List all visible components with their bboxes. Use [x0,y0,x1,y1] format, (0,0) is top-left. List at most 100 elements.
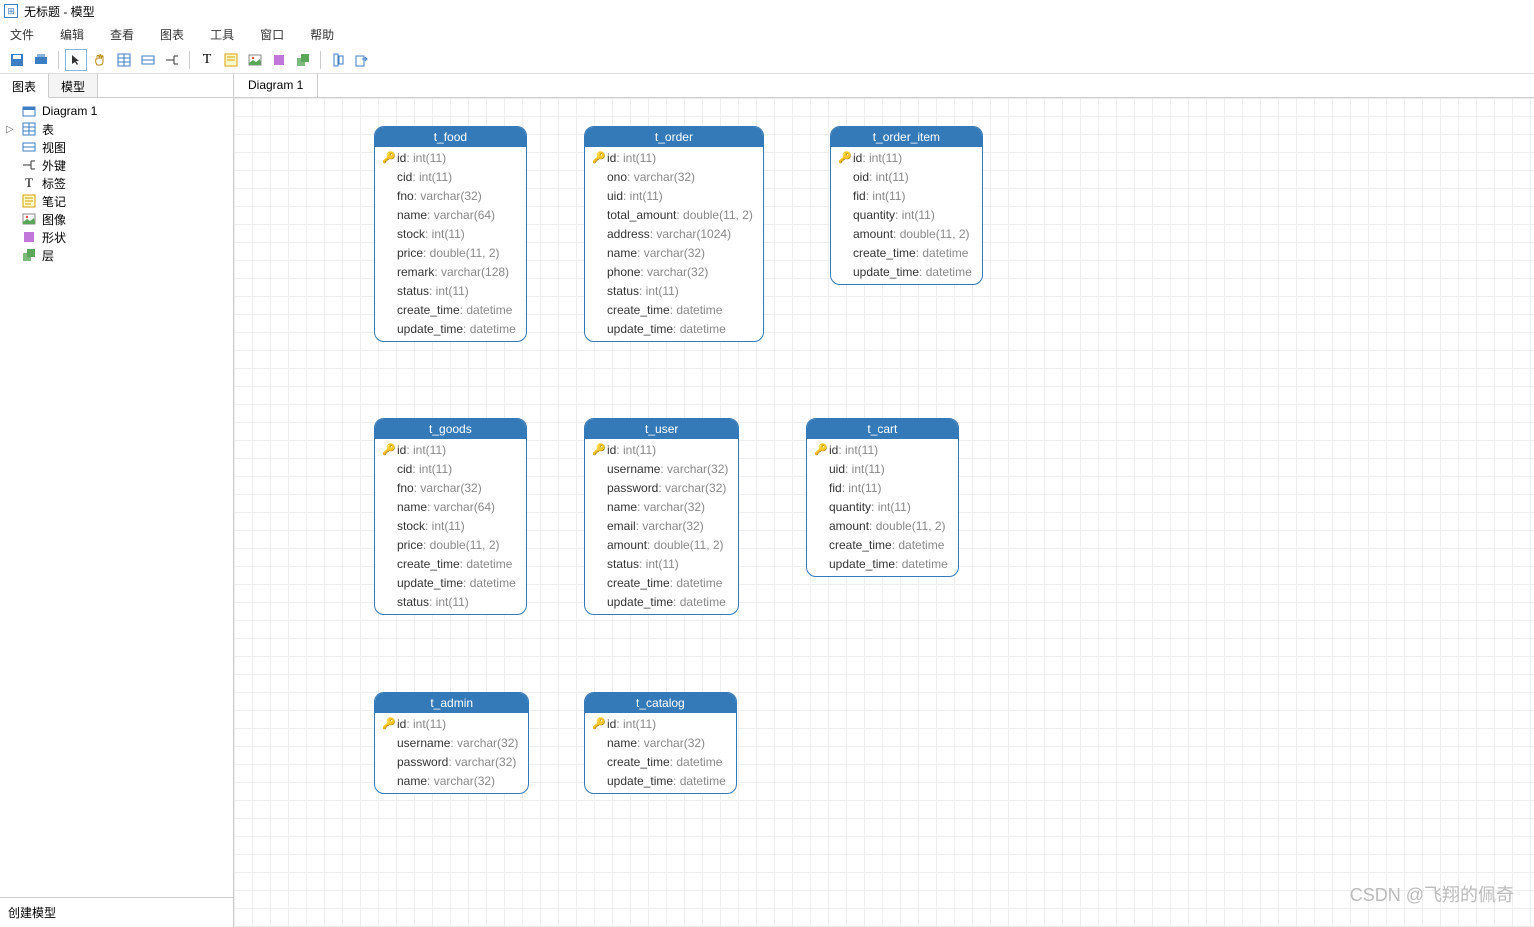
table-header[interactable]: t_order [585,127,763,147]
layer-icon[interactable] [292,49,314,71]
menu-tools[interactable]: 工具 [210,26,234,43]
table-field[interactable]: fno: varchar(32) [375,479,526,498]
shape-icon[interactable] [268,49,290,71]
table-field[interactable]: status: int(11) [585,282,763,301]
table-header[interactable]: t_catalog [585,693,736,713]
table-field[interactable]: status: int(11) [375,282,526,301]
tree-item-image[interactable]: 图像 [0,210,233,228]
menu-diagram[interactable]: 图表 [160,26,184,43]
table-field[interactable]: create_time: datetime [585,574,738,593]
tree-item-shape[interactable]: 形状 [0,228,233,246]
table-field[interactable]: create_time: datetime [375,301,526,320]
table-field[interactable]: update_time: datetime [831,263,982,282]
table-field[interactable]: 🔑id: int(11) [585,715,736,734]
table-field[interactable]: quantity: int(11) [807,498,958,517]
table-field[interactable]: update_time: datetime [807,555,958,574]
table-field[interactable]: address: varchar(1024) [585,225,763,244]
table-field[interactable]: phone: varchar(32) [585,263,763,282]
canvas[interactable]: CSDN @飞翔的佩奇 t_food🔑id: int(11)cid: int(1… [234,98,1534,927]
table-field[interactable]: 🔑id: int(11) [585,149,763,168]
table-field[interactable]: username: varchar(32) [585,460,738,479]
table-header[interactable]: t_goods [375,419,526,439]
table-field[interactable]: 🔑id: int(11) [807,441,958,460]
config-icon[interactable] [327,49,349,71]
table-field[interactable]: ono: varchar(32) [585,168,763,187]
tree-item-layer[interactable]: 层 [0,246,233,264]
table-field[interactable]: fid: int(11) [807,479,958,498]
text-icon[interactable]: T [196,49,218,71]
menu-edit[interactable]: 编辑 [60,26,84,43]
view-icon[interactable] [137,49,159,71]
table-field[interactable]: stock: int(11) [375,225,526,244]
table-field[interactable]: name: varchar(64) [375,206,526,225]
tree-item-diagram[interactable]: Diagram 1 [0,102,233,120]
table-t_user[interactable]: t_user 🔑id: int(11)username: varchar(32)p… [584,418,739,615]
table-field[interactable]: create_time: datetime [585,301,763,320]
table-field[interactable]: create_time: datetime [807,536,958,555]
table-field[interactable]: update_time: datetime [375,574,526,593]
table-field[interactable]: password: varchar(32) [585,479,738,498]
table-field[interactable]: uid: int(11) [585,187,763,206]
table-header[interactable]: t_admin [375,693,528,713]
table-field[interactable]: uid: int(11) [807,460,958,479]
table-field[interactable]: update_time: datetime [585,593,738,612]
table-field[interactable]: price: double(11, 2) [375,244,526,263]
table-field[interactable]: amount: double(11, 2) [831,225,982,244]
menu-view[interactable]: 查看 [110,26,134,43]
table-field[interactable]: cid: int(11) [375,460,526,479]
table-field[interactable]: name: varchar(32) [585,498,738,517]
table-field[interactable]: 🔑id: int(11) [375,715,528,734]
table-field[interactable]: status: int(11) [375,593,526,612]
hand-icon[interactable] [89,49,111,71]
print-icon[interactable] [30,49,52,71]
table-field[interactable]: update_time: datetime [585,772,736,791]
table-field[interactable]: price: double(11, 2) [375,536,526,555]
image-icon[interactable] [244,49,266,71]
table-header[interactable]: t_user [585,419,738,439]
table-t_order[interactable]: t_order 🔑id: int(11)ono: varchar(32)uid: … [584,126,764,342]
table-field[interactable]: 🔑id: int(11) [831,149,982,168]
table-field[interactable]: 🔑id: int(11) [375,149,526,168]
tree-item-label[interactable]: T标签 [0,174,233,192]
tree-item-table[interactable]: ▷表 [0,120,233,138]
tree-item-view[interactable]: 视图 [0,138,233,156]
sidebar-tab-model[interactable]: 模型 [49,74,98,97]
table-header[interactable]: t_food [375,127,526,147]
expand-icon[interactable]: ▷ [6,124,14,135]
table-field[interactable]: create_time: datetime [375,555,526,574]
tree-item-note[interactable]: 笔记 [0,192,233,210]
table-field[interactable]: name: varchar(32) [585,734,736,753]
table-field[interactable]: status: int(11) [585,555,738,574]
table-field[interactable]: create_time: datetime [585,753,736,772]
table-field[interactable]: oid: int(11) [831,168,982,187]
menu-window[interactable]: 窗口 [260,26,284,43]
table-field[interactable]: amount: double(11, 2) [807,517,958,536]
table-field[interactable]: total_amount: double(11, 2) [585,206,763,225]
table-t_goods[interactable]: t_goods 🔑id: int(11)cid: int(11)fno: varc… [374,418,527,615]
export-icon[interactable] [351,49,373,71]
table-field[interactable]: password: varchar(32) [375,753,528,772]
table-field[interactable]: cid: int(11) [375,168,526,187]
table-field[interactable]: fno: varchar(32) [375,187,526,206]
table-field[interactable]: name: varchar(32) [585,244,763,263]
table-field[interactable]: quantity: int(11) [831,206,982,225]
table-field[interactable]: username: varchar(32) [375,734,528,753]
table-t_catalog[interactable]: t_catalog 🔑id: int(11)name: varchar(32)cr… [584,692,737,794]
table-t_order_item[interactable]: t_order_item🔑id: int(11)oid: int(11)fid:… [830,126,983,285]
table-field[interactable]: 🔑id: int(11) [375,441,526,460]
relation-icon[interactable] [161,49,183,71]
canvas-tab[interactable]: Diagram 1 [234,74,318,97]
table-field[interactable]: stock: int(11) [375,517,526,536]
table-field[interactable]: email: varchar(32) [585,517,738,536]
table-field[interactable]: name: varchar(64) [375,498,526,517]
table-field[interactable]: 🔑id: int(11) [585,441,738,460]
table-field[interactable]: create_time: datetime [831,244,982,263]
menu-help[interactable]: 帮助 [310,26,334,43]
table-t_admin[interactable]: t_admin 🔑id: int(11)username: varchar(32)… [374,692,529,794]
pointer-icon[interactable] [65,49,87,71]
save-icon[interactable] [6,49,28,71]
menu-file[interactable]: 文件 [10,26,34,43]
table-header[interactable]: t_cart [807,419,958,439]
sidebar-tab-diagram[interactable]: 图表 [0,74,49,98]
table-t_food[interactable]: t_food 🔑id: int(11)cid: int(11)fno: varch… [374,126,527,342]
